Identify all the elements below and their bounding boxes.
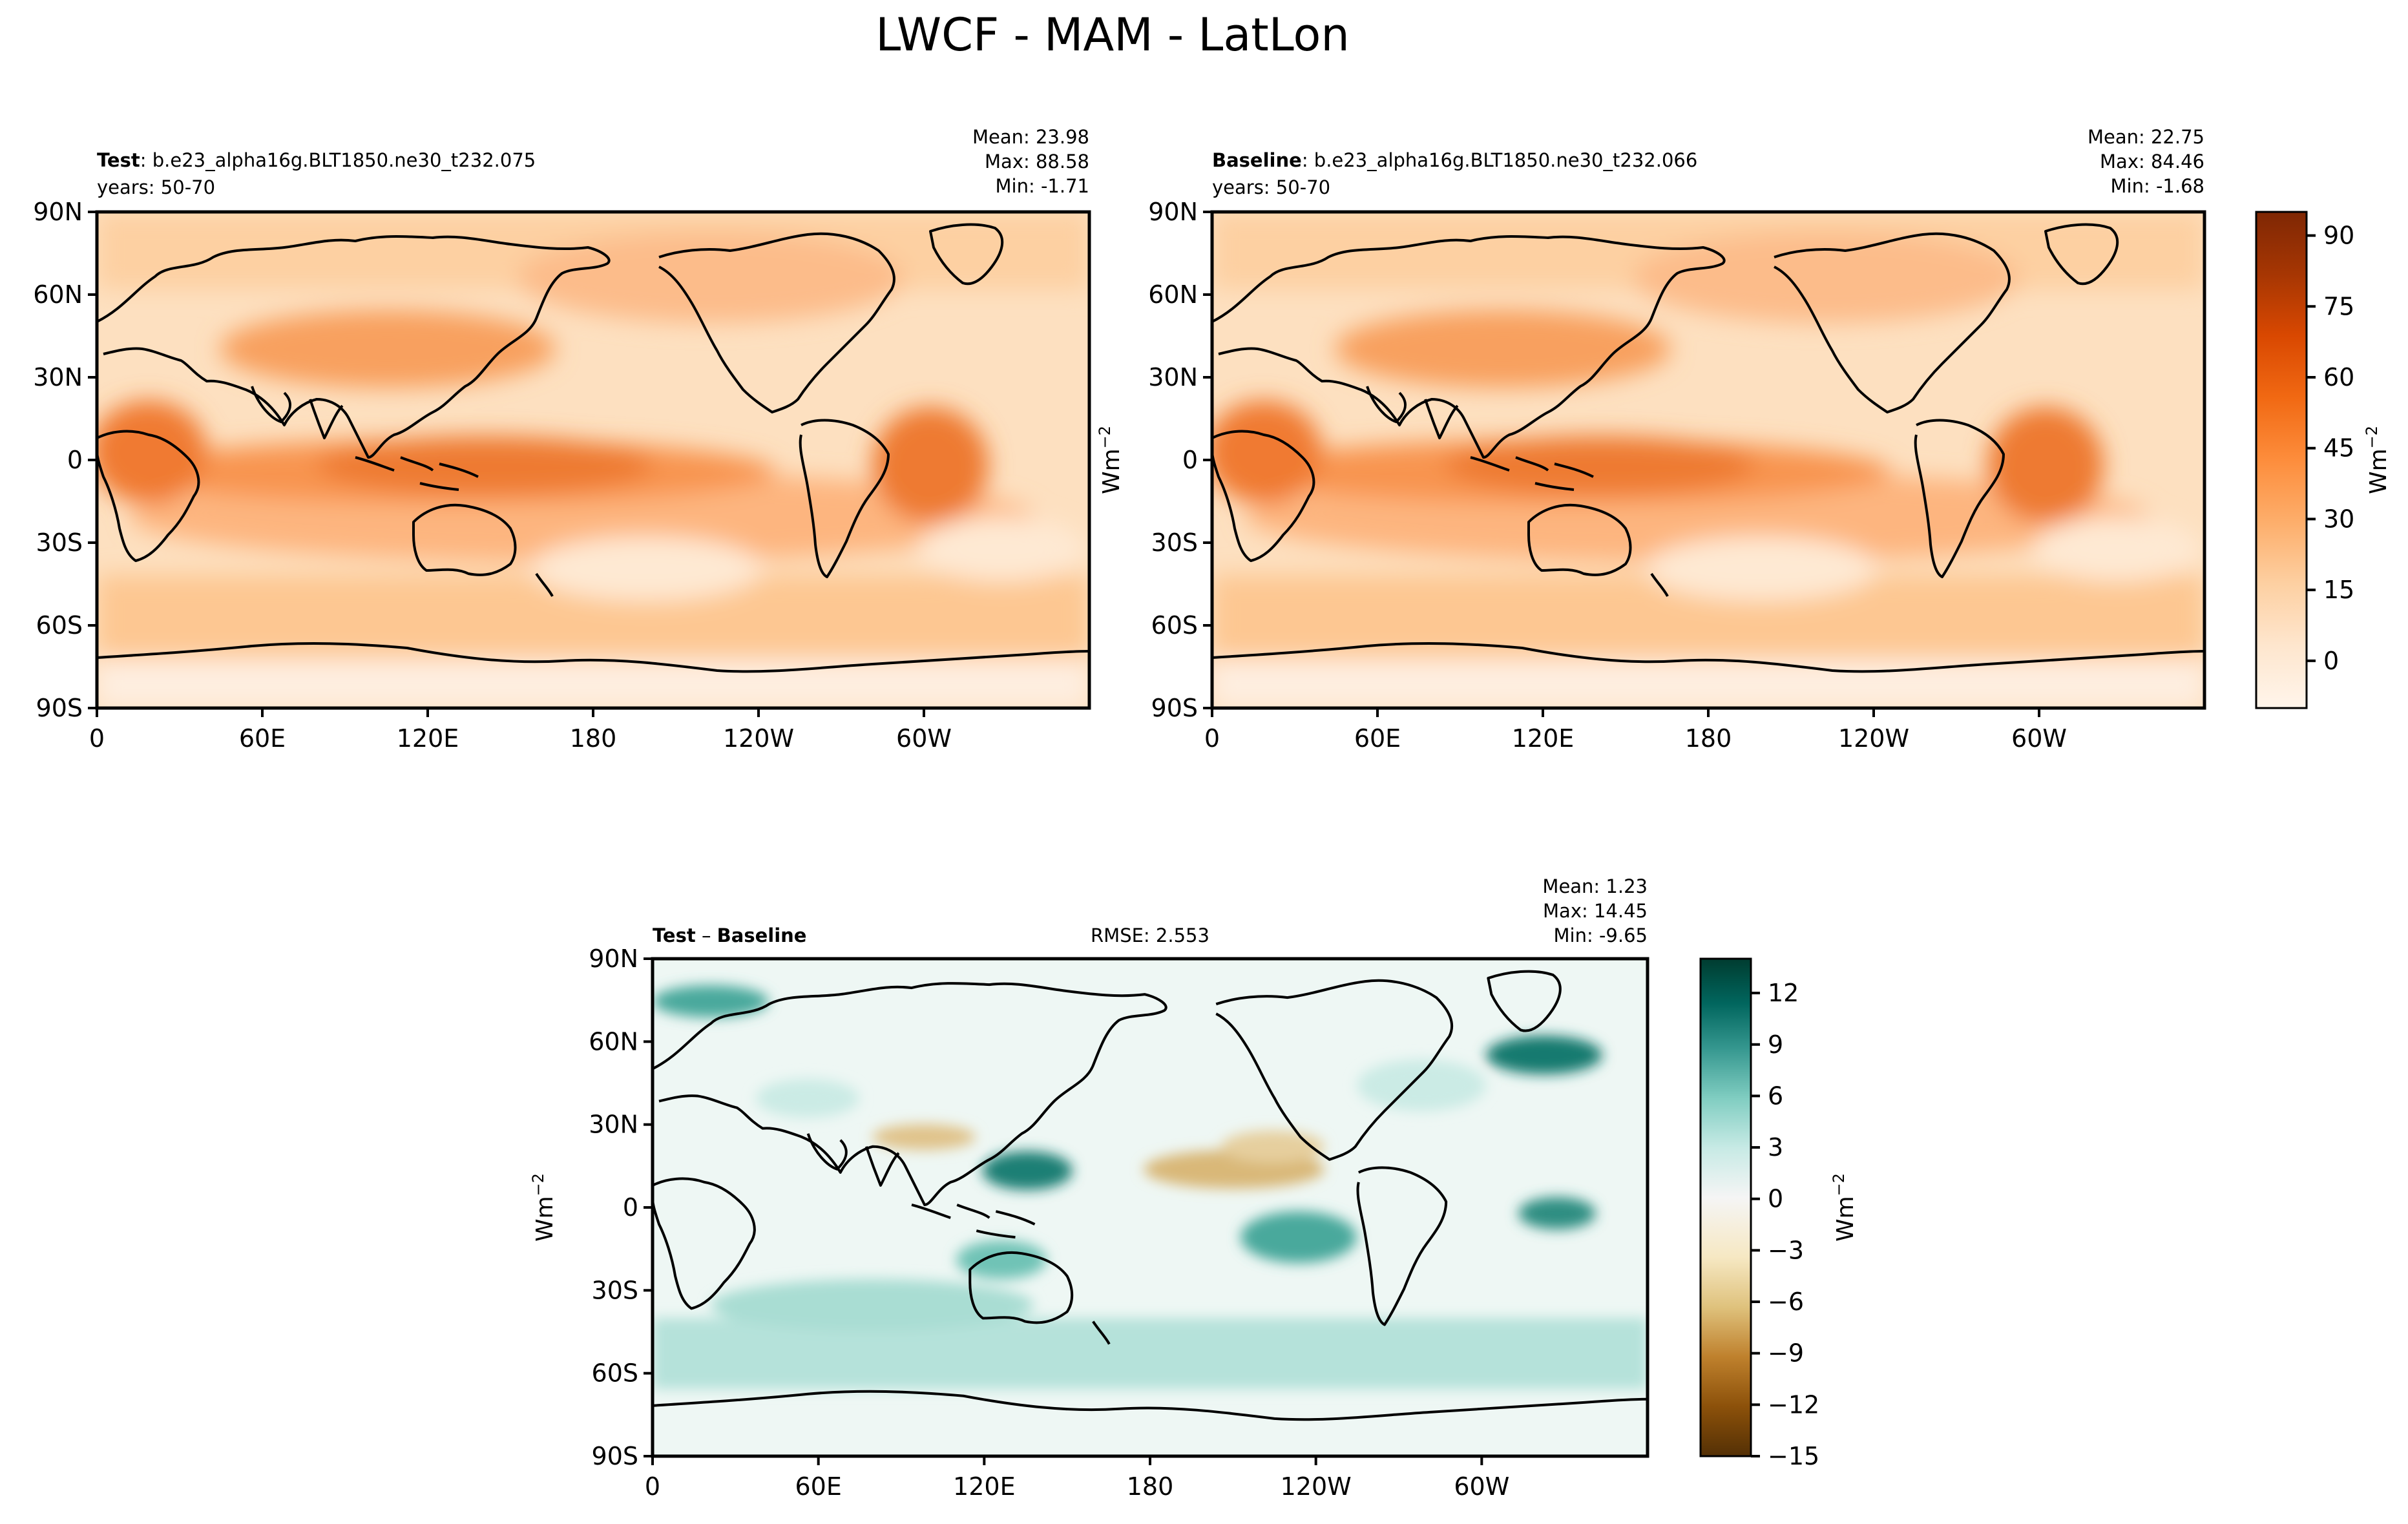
test-label: Test: b.e23_alpha16g.BLT1850.ne30_t232.0… [97, 149, 536, 171]
x-tick-label: 60E [1354, 724, 1401, 753]
test-stat-max: Max: 88.58 [985, 151, 1089, 172]
y-tick-label: 60N [1148, 280, 1198, 309]
y-tick-label: 60N [589, 1027, 638, 1056]
baseline-panel: 0 60E 120E 180 120W 60W 90N 60N 30N 0 30S 60S 90S Ba… [1148, 126, 2206, 753]
y-tick-label: 90S [1151, 694, 1198, 722]
colorbar-tick-label: −9 [1768, 1339, 1804, 1368]
difference-panel: 0 60E 120E 180 120W 60W 90N 60N 30N 0 30S 60S 90S Te… [529, 875, 1649, 1501]
colorbar-tick-label: −12 [1768, 1390, 1819, 1419]
baseline-stat-mean: Mean: 22.75 [2088, 126, 2204, 148]
colorbar-tick-label: 15 [2323, 576, 2354, 604]
colorbar-tick-label: 45 [2323, 434, 2354, 463]
y-tick-label: 90N [1148, 198, 1198, 226]
difference-ylabel: Wm−2 [529, 1173, 558, 1242]
test-map-axes: 0 60E 120E 180 120W 60W 90N 60N 30N 0 30S 60S 90S [33, 198, 952, 753]
y-tick-label: 30N [589, 1111, 638, 1139]
difference-colorbar: 12 9 6 3 0 −3 −6 −9 −12 −15 Wm−2 [1699, 957, 1859, 1470]
y-tick-label: 60S [36, 611, 83, 640]
colorbar-tick-label: −15 [1768, 1442, 1819, 1470]
y-tick-label: 90S [36, 694, 83, 722]
x-tick-label: 60W [2011, 724, 2067, 753]
colorbar-tick-label: 12 [1768, 979, 1799, 1007]
colorbar-tick-label: 0 [2323, 647, 2339, 675]
x-tick-label: 60W [1454, 1472, 1509, 1501]
y-tick-label: 90N [33, 198, 83, 226]
baseline-stat-max: Max: 84.46 [2100, 151, 2204, 172]
baseline-colorbar: 0 15 30 45 60 75 90 Wm−2 [2255, 211, 2392, 709]
colorbar-tick-label: 75 [2323, 292, 2354, 320]
test-map-field [97, 212, 1089, 708]
y-tick-label: 90N [589, 945, 638, 973]
x-tick-label: 120W [723, 724, 794, 753]
y-tick-label: 0 [623, 1193, 638, 1222]
colorbar-seq-ticks: 0 15 30 45 60 75 90 [2307, 222, 2354, 675]
colorbar-tick-label: 30 [2323, 505, 2354, 533]
test-stat-mean: Mean: 23.98 [972, 126, 1089, 148]
baseline-map-field [1212, 212, 2204, 708]
colorbar-tick-label: 60 [2323, 363, 2354, 391]
y-tick-label: 60S [1151, 611, 1198, 640]
colorbar-tick-label: 3 [1768, 1133, 1783, 1162]
x-tick-label: 180 [1127, 1472, 1174, 1501]
colorbar-seq-label: Wm−2 [2363, 426, 2392, 494]
y-tick-label: 30S [36, 528, 83, 557]
difference-stat-mean: Mean: 1.23 [1542, 875, 1648, 897]
colorbar-tick-label: 6 [1768, 1081, 1783, 1110]
side-units-label: Wm−2 [1096, 426, 1125, 494]
y-tick-label: 90S [592, 1442, 638, 1470]
x-tick-label: 60E [795, 1472, 841, 1501]
baseline-map-axes: 0 60E 120E 180 120W 60W 90N 60N 30N 0 30S 60S 90S [1148, 198, 2067, 753]
colorbar-tick-label: −6 [1768, 1288, 1804, 1316]
test-stat-min: Min: -1.71 [996, 175, 1089, 197]
colorbar-tick-label: 90 [2323, 222, 2354, 250]
x-tick-label: 0 [1204, 724, 1220, 753]
x-tick-label: 0 [645, 1472, 660, 1501]
difference-map-field [653, 959, 1648, 1456]
colorbar-tick-label: 9 [1768, 1030, 1783, 1059]
x-tick-label: 180 [1685, 724, 1732, 753]
y-tick-label: 0 [1182, 446, 1198, 474]
y-tick-label: 30N [33, 363, 83, 391]
y-tick-label: 60N [33, 280, 83, 309]
figure-title: LWCF - MAM - LatLon [875, 8, 1349, 61]
x-tick-label: 180 [570, 724, 617, 753]
difference-rmse: RMSE: 2.553 [1091, 924, 1209, 946]
difference-label: Test – Baseline [653, 924, 806, 946]
x-tick-label: 60W [896, 724, 952, 753]
colorbar-tick-label: −3 [1768, 1236, 1804, 1264]
test-years: years: 50-70 [97, 176, 215, 198]
colorbar-div-label: Wm−2 [1830, 1173, 1859, 1242]
difference-stat-max: Max: 14.45 [1543, 900, 1648, 922]
difference-stat-min: Min: -9.65 [1554, 924, 1648, 946]
x-tick-label: 0 [89, 724, 105, 753]
colorbar-div-ticks: 12 9 6 3 0 −3 −6 −9 −12 −15 [1751, 979, 1819, 1470]
x-tick-label: 120E [1512, 724, 1575, 753]
baseline-years: years: 50-70 [1212, 176, 1330, 198]
y-tick-label: 30S [592, 1276, 638, 1304]
difference-map-axes: 0 60E 120E 180 120W 60W 90N 60N 30N 0 30S 60S 90S [589, 945, 1509, 1501]
y-tick-label: 60S [592, 1359, 638, 1388]
test-panel: 0 60E 120E 180 120W 60W 90N 60N 30N 0 30S 60S 90S Te… [33, 126, 1091, 753]
baseline-label: Baseline: b.e23_alpha16g.BLT1850.ne30_t2… [1212, 149, 1697, 171]
y-tick-label: 30N [1148, 363, 1198, 391]
x-tick-label: 120W [1838, 724, 1909, 753]
x-tick-label: 60E [239, 724, 286, 753]
x-tick-label: 120W [1281, 1472, 1352, 1501]
x-tick-label: 120E [953, 1472, 1016, 1501]
x-tick-label: 120E [397, 724, 459, 753]
baseline-stat-min: Min: -1.68 [2111, 175, 2204, 197]
y-tick-label: 30S [1151, 528, 1198, 557]
y-tick-label: 0 [67, 446, 83, 474]
colorbar-tick-label: 0 [1768, 1185, 1783, 1213]
